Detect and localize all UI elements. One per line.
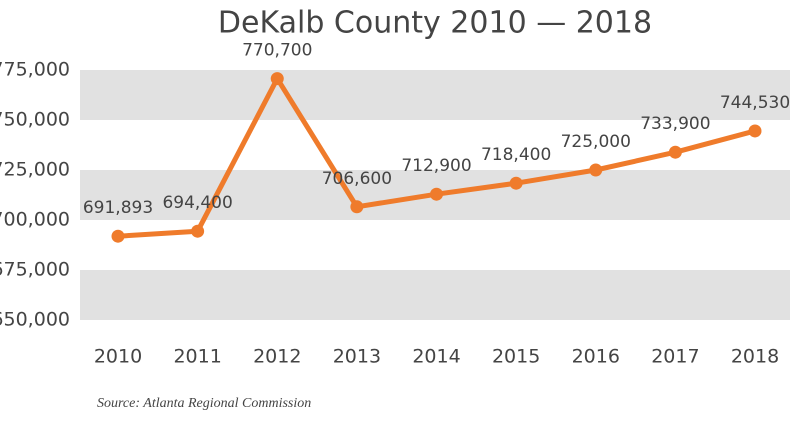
point [589,163,603,177]
data-label: 733,900 [640,114,710,134]
x-tick-label: 2018 [731,346,779,368]
point [668,145,682,159]
point [509,176,523,190]
data-label: 712,900 [401,156,471,176]
y-tick-label: 700,000 [0,209,70,231]
data-label: 718,400 [481,145,551,165]
data-label: 725,000 [561,132,631,152]
point [191,224,205,238]
y-tick-label: 775,000 [0,59,70,81]
x-tick-label: 2013 [333,346,381,368]
y-tick-label: 650,000 [0,309,70,331]
x-tick-label: 2017 [651,346,699,368]
source-note: Source: Atlanta Regional Commission [97,396,311,411]
data-label: 706,600 [322,169,392,189]
data-label: 691,893 [83,198,153,218]
grid-band [80,70,790,120]
grid-band [80,270,790,320]
point [430,187,443,201]
x-tick-label: 2015 [492,346,540,368]
y-tick-label: 750,000 [0,109,70,131]
data-label: 770,700 [242,41,312,61]
point [748,124,762,138]
point [111,229,125,243]
data-label: 744,530 [720,93,790,113]
x-tick-label: 2012 [253,346,301,368]
y-tick-label: 675,000 [0,259,70,281]
data-label: 694,400 [162,193,232,213]
x-tick-label: 2014 [412,346,460,368]
x-tick-label: 2010 [94,346,142,368]
point [350,200,364,214]
point [270,72,284,86]
y-tick-label: 725,000 [0,159,70,181]
x-tick-label: 2016 [572,346,620,368]
chart-title: DeKalb County 2010 — 2018 [218,6,652,41]
x-tick-label: 2011 [173,346,221,368]
